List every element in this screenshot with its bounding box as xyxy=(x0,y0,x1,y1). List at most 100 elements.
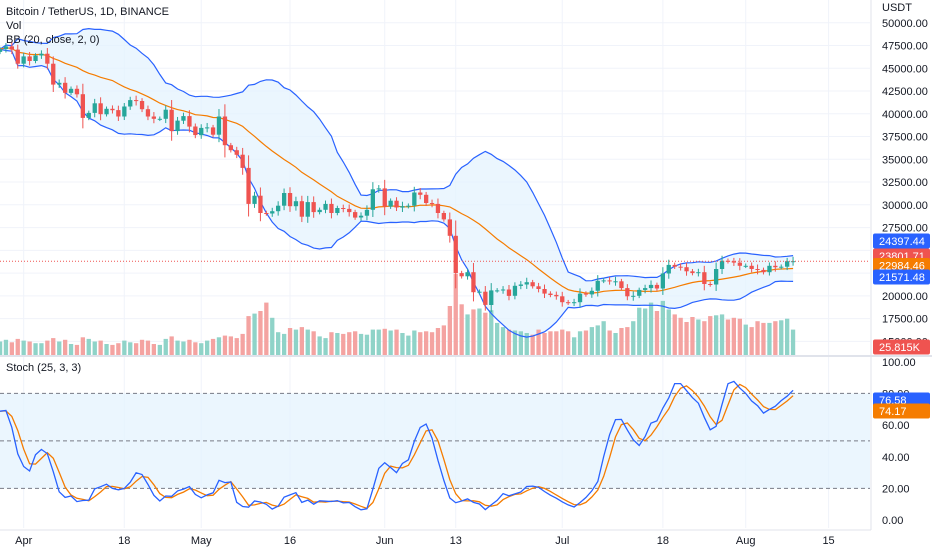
candle-body xyxy=(329,203,334,213)
candle-body xyxy=(790,261,796,263)
candle-body xyxy=(110,108,115,111)
candle-body xyxy=(27,56,32,61)
candle xyxy=(412,186,417,212)
candle-body xyxy=(601,280,606,282)
candle xyxy=(666,259,671,279)
bb-basis-badge-box xyxy=(873,258,930,273)
candle-body xyxy=(86,112,91,118)
candle xyxy=(134,95,139,106)
volume-bar xyxy=(210,338,216,355)
candle-body xyxy=(282,193,287,206)
candle-body xyxy=(234,150,239,155)
candle xyxy=(222,104,228,158)
stochastic-tick-label: 20.00 xyxy=(882,483,910,495)
candle xyxy=(370,182,375,217)
candle-body xyxy=(719,260,725,269)
volume-bar xyxy=(672,314,677,355)
pane-separators xyxy=(0,0,932,531)
candle-body xyxy=(364,209,370,216)
candle xyxy=(364,205,370,221)
candle xyxy=(187,110,192,133)
stochastic-pane[interactable] xyxy=(0,380,870,511)
candle-body xyxy=(400,206,405,208)
candle xyxy=(654,282,660,291)
candle xyxy=(122,102,127,121)
candle xyxy=(382,179,387,216)
candle-body xyxy=(353,212,358,218)
volume-bar xyxy=(731,317,736,355)
candle-body xyxy=(394,200,399,208)
volume-bar xyxy=(98,340,103,355)
candle-body xyxy=(181,116,186,121)
candle-body xyxy=(678,266,683,268)
candle xyxy=(86,110,91,121)
candle xyxy=(21,52,26,68)
price-axis[interactable]: USDT 50000.00 47500.00 45000.00 42500.00 4000… xyxy=(882,2,928,348)
candle xyxy=(566,299,571,305)
volume-bar xyxy=(495,322,500,355)
candle xyxy=(98,97,103,121)
candle-body xyxy=(139,101,145,110)
volume-bar xyxy=(447,306,452,355)
candle xyxy=(145,105,151,121)
bollinger-legend[interactable]: BB (20, close, 2, 0) xyxy=(6,34,100,46)
stoch-d-badge: 74.17 xyxy=(873,403,930,419)
candle-body xyxy=(643,288,648,290)
candle xyxy=(619,278,624,291)
volume-bar xyxy=(370,329,375,355)
candle-body xyxy=(311,202,316,213)
time-tick-label: Aug xyxy=(736,535,756,547)
volume-bar xyxy=(601,321,606,355)
candle-body xyxy=(412,192,417,206)
candle xyxy=(441,210,446,222)
candle-body xyxy=(252,195,257,204)
candle-body xyxy=(583,293,589,295)
volume-bar xyxy=(483,312,488,355)
symbol-title[interactable]: Bitcoin / TetherUS, 1D, BINANCE xyxy=(6,6,170,18)
volume-badge: 25.815K xyxy=(873,339,930,355)
stoch-d-badge-text: 74.17 xyxy=(879,406,907,418)
candle xyxy=(495,288,500,293)
candle-body xyxy=(246,167,251,204)
volume-bar xyxy=(773,321,778,355)
candle-body xyxy=(347,208,352,213)
volume-bar xyxy=(749,327,754,355)
price-tick-label: 30000.00 xyxy=(882,200,928,212)
candlesticks[interactable] xyxy=(0,41,796,313)
bb-upper-badge: 24397.44 xyxy=(873,233,930,249)
candle xyxy=(335,205,340,216)
stochastic-legend[interactable]: Stoch (25, 3, 3) xyxy=(6,362,82,374)
candle xyxy=(45,48,50,70)
candle-body xyxy=(151,116,156,119)
candle xyxy=(672,262,677,269)
volume-bar xyxy=(542,333,547,355)
candle-body xyxy=(418,192,423,195)
candle-body xyxy=(459,273,464,277)
volume-bars xyxy=(0,273,796,356)
volume-bar xyxy=(33,343,38,355)
time-axis[interactable]: Apr 18 May 16 Jun 13 Jul 18 Aug 15 xyxy=(15,535,835,547)
volume-bar xyxy=(181,341,186,355)
candle-body xyxy=(335,208,340,213)
volume-bar xyxy=(63,339,68,355)
volume-bar xyxy=(708,316,713,355)
candle xyxy=(690,268,695,276)
candle xyxy=(572,298,577,307)
candle xyxy=(329,198,334,219)
candle-body xyxy=(287,193,293,207)
candle-body xyxy=(441,213,446,220)
price-tick-label: 20000.00 xyxy=(882,291,928,303)
volume-bar xyxy=(394,329,399,355)
volume-legend[interactable]: Vol xyxy=(6,20,22,32)
price-axis-unit: USDT xyxy=(882,2,912,14)
candle xyxy=(175,116,180,135)
bb-lower-badge: 21571.48 xyxy=(873,269,930,285)
volume-bar xyxy=(323,338,328,355)
stochastic-tick-label: 60.00 xyxy=(882,420,910,432)
candle-body xyxy=(264,213,269,214)
price-tick-label: 35000.00 xyxy=(882,154,928,166)
volume-bar xyxy=(15,338,20,355)
volume-bar xyxy=(74,344,80,355)
